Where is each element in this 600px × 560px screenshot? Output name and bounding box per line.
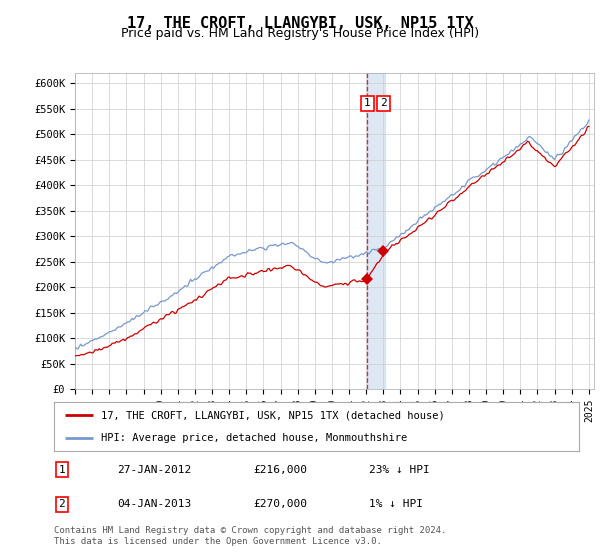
- Bar: [367, 73, 385, 389]
- Text: 2: 2: [59, 500, 65, 510]
- Text: 23% ↓ HPI: 23% ↓ HPI: [369, 464, 430, 474]
- Text: 17, THE CROFT, LLANGYBI, USK, NP15 1TX (detached house): 17, THE CROFT, LLANGYBI, USK, NP15 1TX (…: [101, 410, 445, 421]
- Text: £216,000: £216,000: [254, 464, 308, 474]
- Text: 27-JAN-2012: 27-JAN-2012: [117, 464, 191, 474]
- Text: 1: 1: [59, 464, 65, 474]
- Text: HPI: Average price, detached house, Monmouthshire: HPI: Average price, detached house, Monm…: [101, 433, 407, 444]
- Text: Contains HM Land Registry data © Crown copyright and database right 2024.
This d: Contains HM Land Registry data © Crown c…: [54, 526, 446, 546]
- Text: 2: 2: [380, 99, 387, 109]
- Text: Price paid vs. HM Land Registry's House Price Index (HPI): Price paid vs. HM Land Registry's House …: [121, 27, 479, 40]
- Text: 04-JAN-2013: 04-JAN-2013: [117, 500, 191, 510]
- Text: 17, THE CROFT, LLANGYBI, USK, NP15 1TX: 17, THE CROFT, LLANGYBI, USK, NP15 1TX: [127, 16, 473, 31]
- Text: 1: 1: [364, 99, 371, 109]
- Text: £270,000: £270,000: [254, 500, 308, 510]
- Text: 1% ↓ HPI: 1% ↓ HPI: [369, 500, 423, 510]
